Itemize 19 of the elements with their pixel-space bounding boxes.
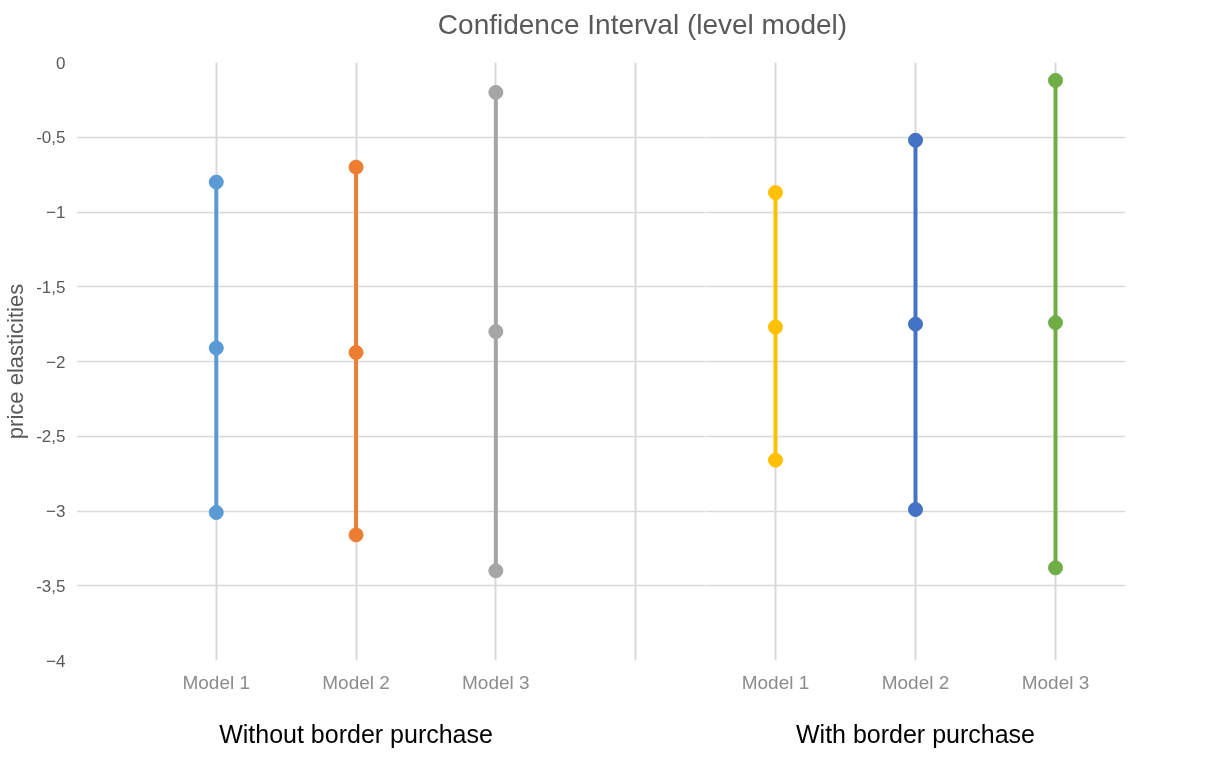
y-axis-title: price elasticities	[3, 283, 29, 440]
y-tick-label: −4	[46, 651, 66, 671]
y-tick-label: 0	[56, 53, 66, 73]
y-tick-label: -3,5	[36, 576, 66, 596]
x-axis-title: Without border purchase	[219, 719, 493, 748]
y-tick-label: -2,5	[36, 427, 66, 447]
y-tick-label: -1,5	[36, 277, 66, 297]
y-tick-label: −1	[46, 203, 66, 222]
y-tick-label: -0,5	[36, 128, 66, 148]
x-tick-label: Model 2	[881, 671, 950, 693]
x-tick-label: Model 3	[1021, 671, 1090, 693]
x-tick-label: Model 3	[462, 671, 530, 693]
x-tick-label: Model 2	[322, 671, 390, 693]
x-axis-title: With border purchase	[796, 719, 1036, 748]
y-tick-label: −3	[46, 502, 66, 521]
chart-title: Confidence Interval (level model)	[437, 8, 848, 42]
x-tick-label: Model 1	[182, 671, 251, 693]
y-tick-label: −2	[46, 352, 66, 372]
x-tick-label: Model 1	[741, 671, 810, 693]
